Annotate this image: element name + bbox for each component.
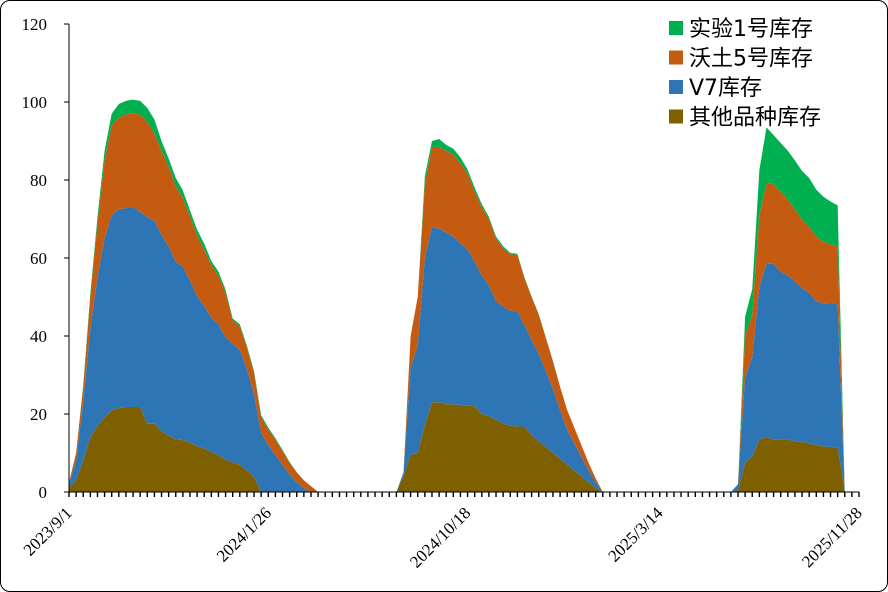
x-tick-label: 2023/9/1 (20, 503, 76, 559)
legend-swatch (669, 80, 683, 94)
area-series-2 (69, 113, 859, 492)
y-tick-label: 20 (30, 405, 47, 424)
x-tick-label: 2024/10/18 (406, 503, 474, 571)
area-layer (69, 99, 859, 492)
x-tick-label: 2025/11/28 (798, 503, 866, 571)
y-tick-label: 120 (22, 15, 48, 34)
x-tick-label: 2025/3/14 (604, 503, 667, 566)
legend-swatch (669, 21, 683, 35)
y-tick-label: 80 (30, 171, 47, 190)
area-series-1 (69, 206, 859, 492)
legend-swatch (669, 109, 683, 124)
legend-label: V7库存 (689, 76, 762, 101)
legend-label: 沃土5号库存 (689, 47, 813, 72)
area-series-0 (69, 402, 859, 492)
legend-label: 其他品种库存 (689, 106, 821, 131)
y-tick-label: 40 (30, 327, 47, 346)
y-tick-label: 0 (39, 483, 48, 502)
y-tick-label: 60 (30, 249, 47, 268)
y-tick-label: 100 (22, 93, 48, 112)
legend-label: 实验1号库存 (689, 17, 813, 42)
area-series-3 (69, 99, 859, 492)
legend-swatch (669, 50, 683, 65)
x-tick-label: 2024/1/26 (213, 503, 275, 565)
